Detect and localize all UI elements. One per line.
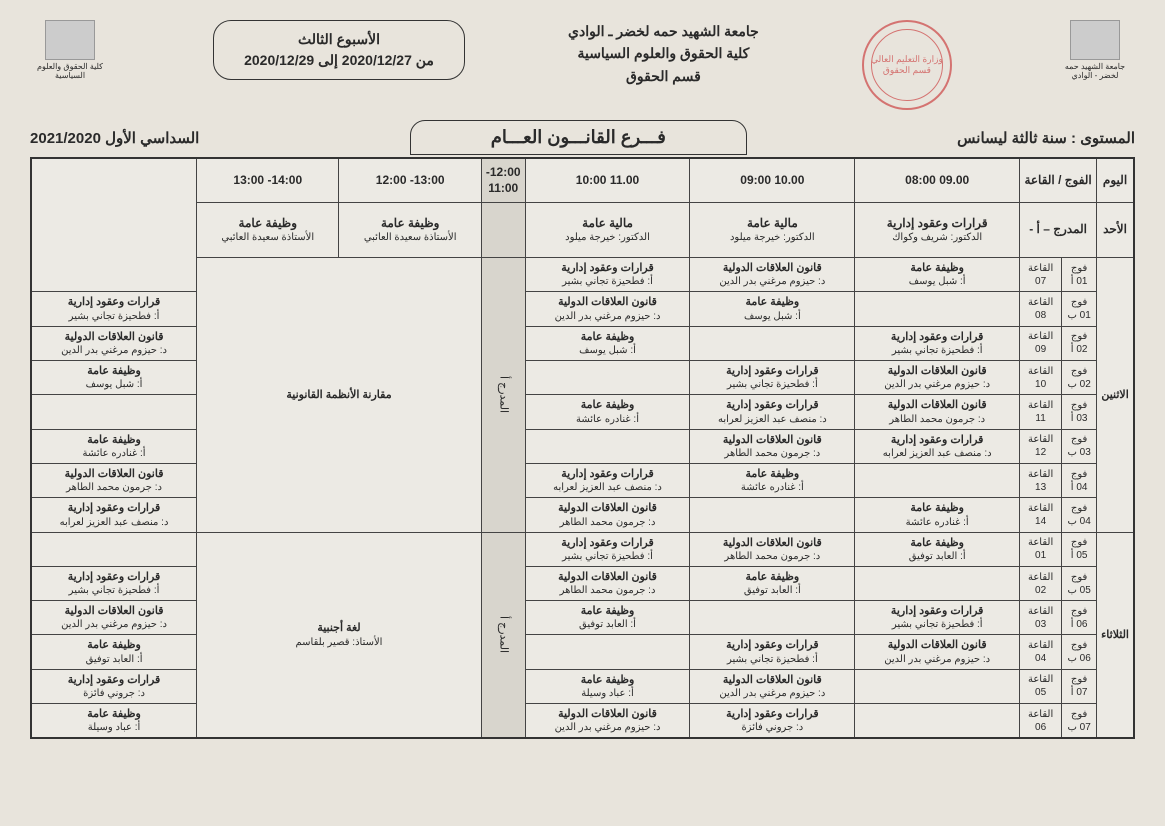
week-box: الأسبوع الثالث من 2020/12/27 إلى 2020/12… [213, 20, 465, 80]
logo-left: كلية الحقوق والعلوم السياسية [30, 20, 110, 80]
mon-04a: فوج 04 أ القاعة 13 وظيفة عامةأ: غنادره ع… [31, 463, 1134, 497]
mon-03b: فوج 03 ب القاعة 12 قرارات وعقود إداريةد:… [31, 429, 1134, 463]
mon-02b: فوج 02 ب القاعة 10 قانون العلاقات الدولي… [31, 361, 1134, 395]
tue-07b: فوج 07 ب القاعة 06 قرارات وعقود إداريةد:… [31, 704, 1134, 739]
sunday-row: الأحد المدرج – أ - قرارات وعقود إداريةال… [31, 203, 1134, 258]
mon-03a: فوج 03 أ القاعة 11 قانون العلاقات الدولي… [31, 395, 1134, 429]
header-row: اليوم الفوج / القاعة 09.00 08:00 10.00 0… [31, 158, 1134, 203]
branch: فـــرع القانـــون العـــام [410, 120, 747, 155]
col-t6: 14:00- 13:00 [197, 158, 339, 203]
tue-05b: فوج 05 ب القاعة 02 وظيفة عامةأ: العابد ت… [31, 566, 1134, 600]
stamp: وزارة التعليم العالي قسم الحقوق [862, 20, 952, 110]
mon-01a: الاثنين فوج 01 أ القاعة 07 وظيفة عامةأ: … [31, 258, 1134, 292]
mon-02a: فوج 02 أ القاعة 09 قرارات وعقود إداريةأ:… [31, 326, 1134, 360]
col-group-room: الفوج / القاعة [1020, 158, 1097, 203]
col-t1: 09.00 08:00 [855, 158, 1020, 203]
mon-01b: فوج 01 ب القاعة 08 وظيفة عامةأ: شبل يوسف… [31, 292, 1134, 326]
title-row: المستوى : سنة ثالثة ليسانس فـــرع القانـ… [30, 120, 1135, 155]
page-header: جامعة الشهيد حمه لخضر - الوادي وزارة الت… [30, 20, 1135, 110]
semester: السداسي الأول 2021/2020 [30, 129, 199, 147]
tue-05a: الثلاثاء فوج 05 أ القاعة 01 وظيفة عامةأ:… [31, 532, 1134, 566]
col-t5: 13:00- 12:00 [339, 158, 481, 203]
tue-06b: فوج 06 ب القاعة 04 قانون العلاقات الدولي… [31, 635, 1134, 669]
col-day: اليوم [1097, 158, 1134, 203]
timetable: اليوم الفوج / القاعة 09.00 08:00 10.00 0… [30, 157, 1135, 739]
tue-06a: فوج 06 أ القاعة 03 قرارات وعقود إداريةأ:… [31, 601, 1134, 635]
col-t4: 12:00- 11:00 [481, 158, 525, 203]
col-t2: 10.00 09:00 [690, 158, 855, 203]
level: المستوى : سنة ثالثة ليسانس [957, 129, 1135, 147]
tue-07a: فوج 07 أ القاعة 05 قانون العلاقات الدولي… [31, 669, 1134, 703]
center-header: جامعة الشهيد حمه لخضر ـ الوادي كلية الحق… [568, 20, 759, 87]
col-t3: 11.00 10:00 [525, 158, 690, 203]
logo-right: جامعة الشهيد حمه لخضر - الوادي [1055, 20, 1135, 80]
mon-04b: فوج 04 ب القاعة 14 وظيفة عامةأ: غنادره ع… [31, 498, 1134, 532]
